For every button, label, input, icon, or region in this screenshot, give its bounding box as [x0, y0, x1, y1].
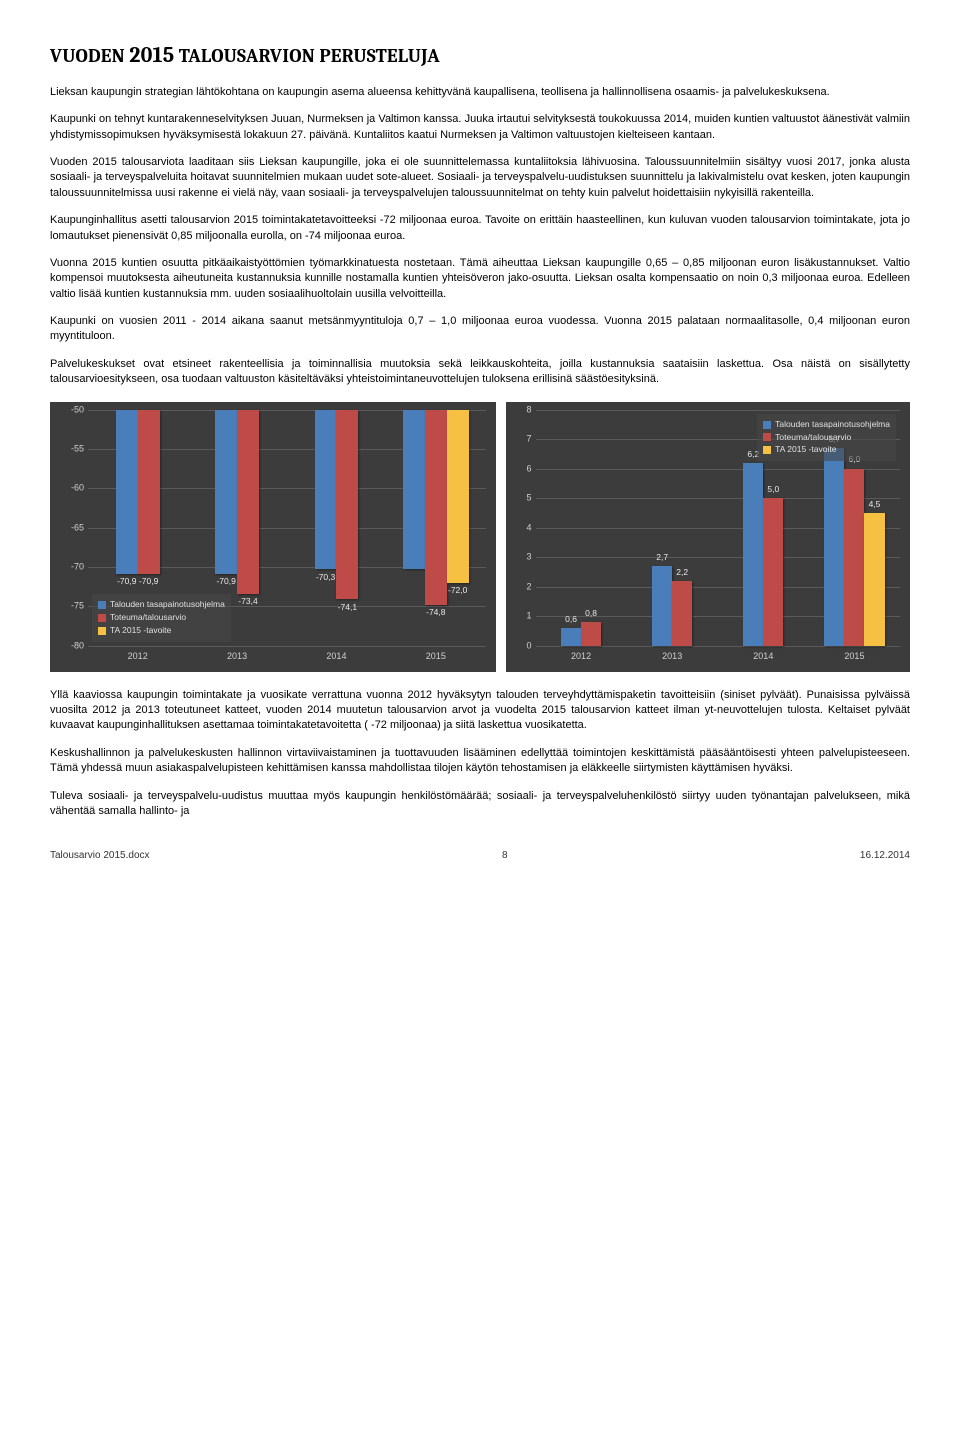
- paragraph: Tuleva sosiaali- ja terveyspalvelu-uudis…: [50, 789, 910, 820]
- footer-date: 16.12.2014: [860, 849, 910, 863]
- paragraph: Vuoden 2015 talousarviota laaditaan siis…: [50, 155, 910, 201]
- chart-toimintakate: -80-75-70-65-60-55-502012-70,9-70,92013-…: [50, 402, 496, 672]
- chart-vuosikate: 01234567820120,60,820132,72,220146,25,02…: [506, 402, 911, 672]
- page-title: VUODEN 2015 TALOUSARVION PERUSTELUJA: [50, 40, 910, 71]
- page-footer: Talousarvio 2015.docx 8 16.12.2014: [50, 849, 910, 863]
- paragraph: Palvelukeskukset ovat etsineet rakenteel…: [50, 357, 910, 388]
- paragraph: Kaupunki on tehnyt kuntarakenneselvityks…: [50, 112, 910, 143]
- charts-row: -80-75-70-65-60-55-502012-70,9-70,92013-…: [50, 402, 910, 672]
- paragraph: Kaupunki on vuosien 2011 - 2014 aikana s…: [50, 314, 910, 345]
- title-suffix: TALOUSARVION PERUSTELUJA: [174, 45, 439, 67]
- paragraph: Vuonna 2015 kuntien osuutta pitkäaikaist…: [50, 256, 910, 302]
- footer-filename: Talousarvio 2015.docx: [50, 849, 150, 863]
- footer-pagenum: 8: [502, 849, 508, 863]
- paragraph: Yllä kaaviossa kaupungin toimintakate ja…: [50, 688, 910, 734]
- title-prefix: VUODEN: [50, 45, 129, 67]
- paragraph: Keskushallinnon ja palvelukeskusten hall…: [50, 746, 910, 777]
- title-year: 2015: [129, 42, 174, 68]
- paragraph: Kaupunginhallitus asetti talousarvion 20…: [50, 213, 910, 244]
- paragraph: Lieksan kaupungin strategian lähtökohtan…: [50, 85, 910, 100]
